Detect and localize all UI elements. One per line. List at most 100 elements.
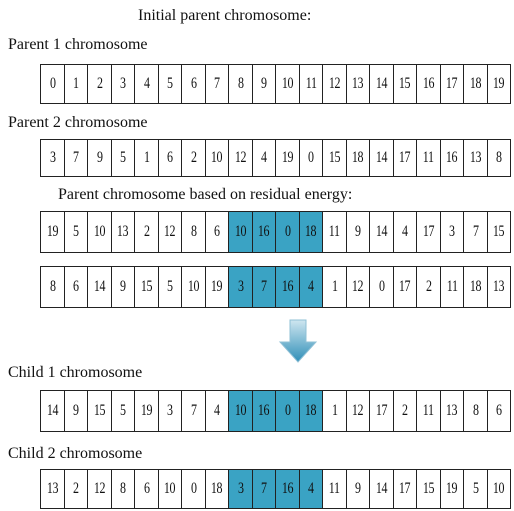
gene-value: 17 bbox=[375, 402, 388, 419]
gene-value: 5 bbox=[166, 278, 173, 295]
gene-value: 17 bbox=[422, 223, 435, 240]
gene: 9 bbox=[112, 267, 135, 307]
gene: 11 bbox=[300, 65, 323, 103]
gene: 13 bbox=[441, 391, 464, 431]
gene-value: 5 bbox=[166, 75, 173, 92]
gene: 13 bbox=[464, 140, 488, 176]
gene: 14 bbox=[370, 212, 394, 252]
gene-value: 18 bbox=[469, 278, 482, 295]
gene: 16 bbox=[417, 65, 441, 103]
row-label: Child 1 chromosome bbox=[8, 364, 143, 381]
gene: 1 bbox=[323, 267, 347, 307]
gene: 18 bbox=[347, 140, 370, 176]
gene-value: 12 bbox=[164, 223, 176, 240]
gene-value: 3 bbox=[237, 480, 244, 497]
gene-value: 18 bbox=[211, 480, 223, 497]
gene: 6 bbox=[488, 391, 511, 431]
gene-value: 3 bbox=[166, 402, 173, 419]
gene: 19 bbox=[276, 140, 300, 176]
gene: 17 bbox=[370, 391, 394, 431]
gene-value: 12 bbox=[93, 480, 106, 497]
gene-value: 1 bbox=[331, 402, 338, 419]
gene: 11 bbox=[441, 267, 464, 307]
gene-value: 10 bbox=[281, 75, 294, 92]
gene: 2 bbox=[394, 391, 417, 431]
gene: 13 bbox=[347, 65, 370, 103]
gene-value: 2 bbox=[425, 278, 432, 295]
gene: 9 bbox=[65, 391, 88, 431]
gene: 10 bbox=[276, 65, 300, 103]
gene-value: 13 bbox=[446, 402, 458, 419]
gene-value: 2 bbox=[143, 223, 150, 240]
gene-value: 9 bbox=[354, 223, 361, 240]
gene: 6 bbox=[182, 65, 206, 103]
gene-value: 17 bbox=[399, 278, 411, 295]
gene: 12 bbox=[229, 140, 253, 176]
gene-value: 18 bbox=[305, 402, 317, 419]
gene-value: 5 bbox=[119, 402, 126, 419]
gene: 18 bbox=[299, 391, 323, 431]
gene: 17 bbox=[417, 212, 441, 252]
gene: 8 bbox=[182, 212, 206, 252]
gene-value: 16 bbox=[258, 223, 270, 240]
gene-value: 15 bbox=[493, 223, 505, 240]
gene: 9 bbox=[347, 470, 370, 508]
gene-value: 9 bbox=[119, 278, 126, 295]
gene-value: 7 bbox=[472, 223, 479, 240]
gene: 0 bbox=[41, 65, 65, 103]
gene: 9 bbox=[88, 140, 112, 176]
gene-value: 19 bbox=[493, 75, 505, 92]
gene: 7 bbox=[464, 212, 488, 252]
gene: 16 bbox=[441, 140, 464, 176]
gene-value: 9 bbox=[96, 149, 103, 166]
gene-value: 5 bbox=[119, 149, 126, 166]
gene: 16 bbox=[252, 391, 276, 431]
gene-value: 16 bbox=[258, 402, 270, 419]
gene-value: 9 bbox=[260, 75, 267, 92]
gene: 10 bbox=[488, 470, 511, 508]
gene-value: 0 bbox=[190, 480, 197, 497]
gene-value: 9 bbox=[72, 402, 79, 419]
gene: 9 bbox=[347, 212, 370, 252]
gene-value: 12 bbox=[234, 149, 247, 166]
gene-value: 4 bbox=[260, 149, 267, 166]
gene-value: 19 bbox=[211, 278, 223, 295]
gene-value: 2 bbox=[96, 75, 103, 92]
gene-value: 19 bbox=[140, 402, 153, 419]
gene-value: 8 bbox=[495, 149, 502, 166]
gene: 7 bbox=[206, 65, 229, 103]
row-label: Parent chromosome based on residual ener… bbox=[58, 186, 353, 203]
gene-value: 10 bbox=[234, 223, 247, 240]
gene-value: 15 bbox=[328, 149, 341, 166]
gene-value: 15 bbox=[422, 480, 435, 497]
gene-value: 13 bbox=[469, 149, 482, 166]
gene-value: 13 bbox=[46, 480, 59, 497]
gene: 3 bbox=[229, 267, 253, 307]
gene: 15 bbox=[88, 391, 112, 431]
row-label: Child 2 chromosome bbox=[8, 445, 143, 462]
down-arrow bbox=[278, 319, 318, 363]
gene-value: 8 bbox=[49, 278, 56, 295]
gene: 19 bbox=[206, 267, 229, 307]
gene-value: 10 bbox=[234, 402, 247, 419]
gene-value: 16 bbox=[281, 278, 294, 295]
chromosome: 0 1 2 3 4 5 6 7 8 9 10 11 12 13 14 15 16 17 18 19 bbox=[40, 64, 511, 104]
gene-value: 19 bbox=[446, 480, 458, 497]
gene: 2 bbox=[65, 470, 88, 508]
gene-value: 5 bbox=[472, 480, 479, 497]
gene: 19 bbox=[41, 212, 65, 252]
gene-value: 11 bbox=[305, 75, 317, 92]
gene-value: 14 bbox=[375, 75, 388, 92]
gene: 18 bbox=[464, 267, 488, 307]
gene-value: 6 bbox=[166, 149, 173, 166]
gene-value: 0 bbox=[307, 149, 314, 166]
gene-value: 11 bbox=[328, 480, 340, 497]
gene: 4 bbox=[206, 391, 229, 431]
gene: 18 bbox=[464, 65, 488, 103]
gene: 0 bbox=[276, 212, 300, 252]
gene-value: 12 bbox=[352, 402, 364, 419]
gene: 19 bbox=[441, 470, 464, 508]
gene-value: 11 bbox=[422, 149, 434, 166]
gene-value: 19 bbox=[46, 223, 59, 240]
